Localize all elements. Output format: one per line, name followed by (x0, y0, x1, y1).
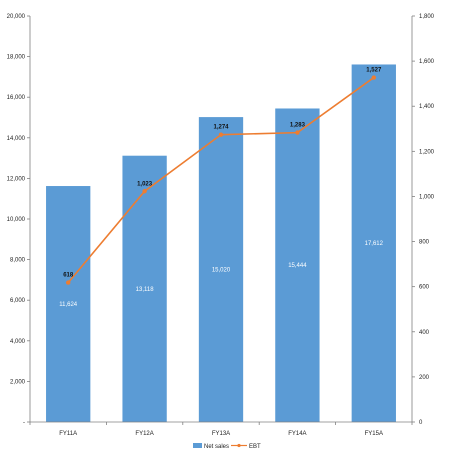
legend-swatch-ebt-marker (237, 443, 241, 448)
ebt-line (66, 75, 376, 285)
x-axis-category-label: FY15A (365, 431, 383, 437)
right-axis-tick-label: 1,400 (419, 104, 435, 110)
left-axis-tick-label: 18,000 (7, 55, 26, 61)
ebt-data-labels: 618 1,023 1,274 1,283 1,527 (63, 68, 382, 279)
legend: Net sales EBT (193, 443, 261, 450)
net-sales-data-label: 13,118 (136, 287, 155, 293)
right-axis-tick-label: 600 (419, 285, 430, 291)
left-axis-tick-label: 8,000 (10, 258, 26, 264)
right-axis-tick-label: 800 (419, 240, 430, 246)
ebt-point (66, 280, 71, 285)
ebt-data-label: 618 (63, 273, 74, 279)
x-axis-category-label: FY12A (135, 431, 153, 437)
net-sales-bar (122, 155, 167, 423)
right-axis-tick-label: 400 (419, 330, 430, 336)
left-axis-tick-label: 20,000 (7, 14, 26, 20)
right-axis-tick-label: 1,800 (419, 14, 435, 20)
net-sales-data-label: 15,444 (288, 263, 307, 269)
x-axis: FY11A FY12A FY13A FY14A FY15A (29, 421, 413, 437)
ebt-data-label: 1,283 (290, 123, 306, 129)
legend-swatch-net-sales (193, 443, 202, 448)
ebt-point (218, 132, 224, 137)
left-axis-tick-label: 14,000 (7, 136, 26, 142)
right-axis-tick-label: 1,000 (419, 194, 435, 200)
ebt-point (295, 130, 300, 135)
ebt-data-label: 1,274 (213, 125, 229, 131)
left-axis-tick-label: 16,000 (7, 95, 26, 101)
net-sales-bar (351, 64, 396, 422)
left-axis-tick-label: 2,000 (10, 379, 26, 385)
right-y-axis: 0 200 400 600 800 1,000 1,200 1,400 1,600 1,800 (411, 14, 435, 426)
net-sales-bar (275, 108, 320, 422)
left-axis-tick-label: - (23, 420, 25, 426)
x-axis-category-label: FY11A (59, 431, 77, 437)
left-axis-tick-label: 6,000 (10, 298, 26, 304)
x-axis-category-label: FY14A (288, 431, 306, 437)
legend-label-ebt: EBT (249, 444, 261, 450)
right-axis-tick-label: 200 (419, 375, 430, 381)
right-axis-tick-label: 0 (419, 420, 423, 426)
left-axis-tick-label: 12,000 (7, 176, 26, 182)
ebt-point (142, 189, 147, 194)
net-sales-data-label: 17,612 (365, 241, 384, 247)
legend-label-net-sales: Net sales (204, 444, 229, 450)
left-y-axis: - 2,000 4,000 6,000 8,000 10,000 12,000 14,000 1… (7, 14, 31, 426)
net-sales-bar (198, 117, 244, 423)
net-sales-bar (46, 186, 91, 422)
ebt-point (371, 75, 376, 80)
ebt-data-label: 1,527 (366, 68, 382, 74)
left-axis-tick-label: 10,000 (7, 217, 26, 223)
net-sales-data-labels: 11,624 13,118 15,020 15,444 17,612 (59, 241, 383, 308)
ebt-data-label: 1,023 (137, 181, 153, 187)
net-sales-data-label: 11,624 (59, 302, 78, 308)
net-sales-bars (46, 64, 396, 423)
left-axis-tick-label: 4,000 (10, 339, 26, 345)
x-axis-category-label: FY13A (212, 431, 230, 437)
right-axis-tick-label: 1,600 (419, 59, 435, 65)
right-axis-tick-label: 1,200 (419, 149, 435, 155)
net-sales-data-label: 15,020 (212, 268, 231, 274)
